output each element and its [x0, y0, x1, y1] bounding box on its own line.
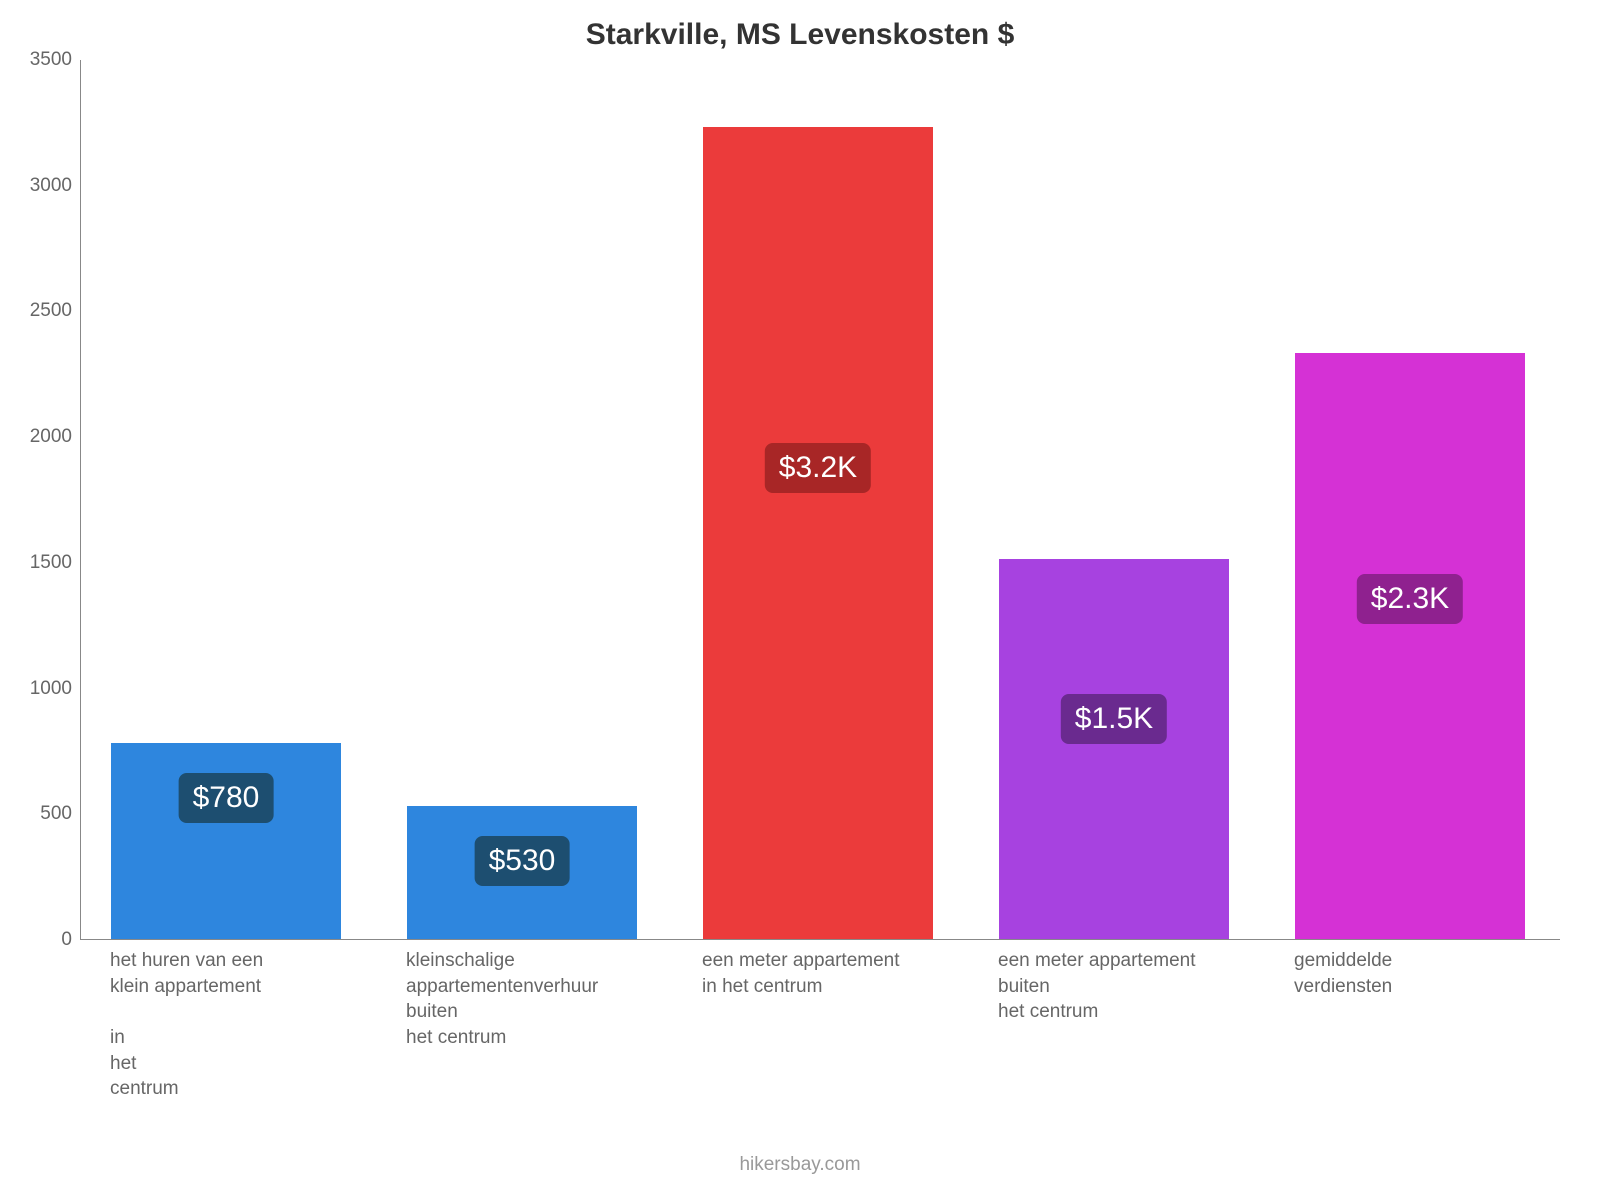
- x-category-label: het huren van eenklein appartement inhet…: [110, 948, 380, 1102]
- source-attribution: hikersbay.com: [0, 1154, 1600, 1176]
- y-tick-label: 1500: [12, 552, 72, 574]
- y-tick-label: 1000: [12, 678, 72, 700]
- value-badge: $530: [475, 836, 570, 886]
- value-badge: $1.5K: [1061, 694, 1167, 744]
- y-tick-label: 2500: [12, 300, 72, 322]
- value-badge: $2.3K: [1357, 574, 1463, 624]
- plot-area: $780 $530 $3.2K $1.5K $2.3K: [80, 60, 1560, 940]
- y-tick-label: 3000: [12, 175, 72, 197]
- y-tick-label: 3500: [12, 49, 72, 71]
- bar: [1295, 353, 1525, 939]
- y-tick-label: 0: [12, 929, 72, 951]
- cost-of-living-chart: Starkville, MS Levenskosten $ $780 $530 $3…: [0, 0, 1600, 1200]
- chart-title: Starkville, MS Levenskosten $: [0, 18, 1600, 52]
- x-category-label: een meter appartementin het centrum: [702, 948, 972, 999]
- bar: [703, 127, 933, 939]
- y-tick-label: 2000: [12, 426, 72, 448]
- value-badge: $3.2K: [765, 443, 871, 493]
- value-badge: $780: [179, 773, 274, 823]
- x-category-label: gemiddeldeverdiensten: [1294, 948, 1564, 999]
- bar: [999, 559, 1229, 939]
- x-category-label: kleinschaligeappartementenverhuurbuitenh…: [406, 948, 676, 1051]
- x-category-label: een meter appartementbuitenhet centrum: [998, 948, 1268, 1025]
- y-tick-label: 500: [12, 803, 72, 825]
